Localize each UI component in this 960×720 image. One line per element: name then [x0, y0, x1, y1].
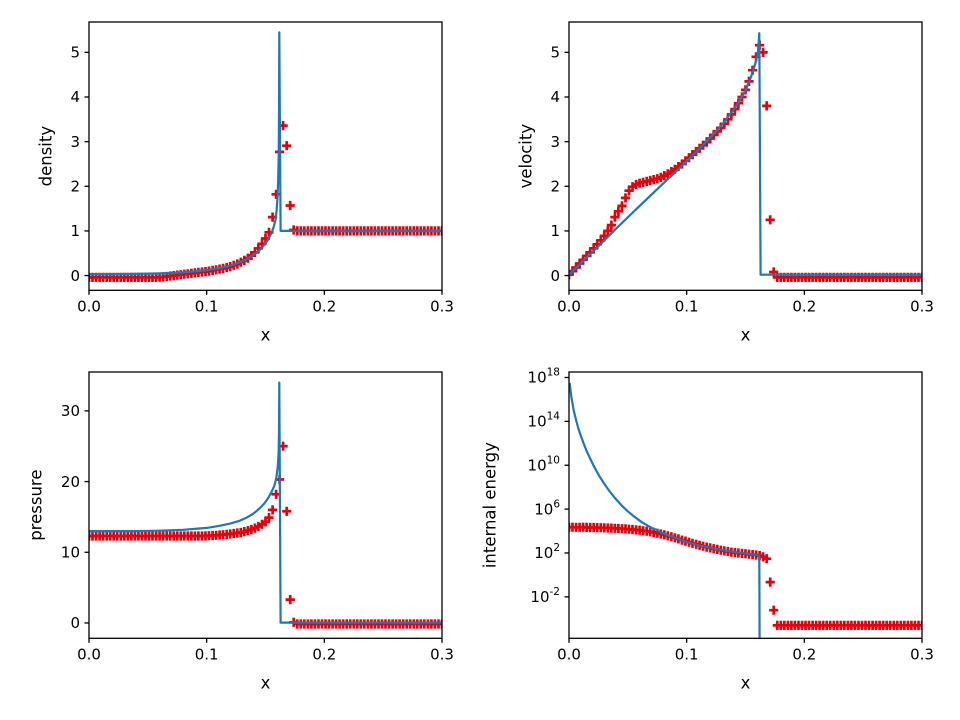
internal-energy-ytick-label: 102: [534, 542, 560, 562]
pressure-xlabel: x: [261, 673, 271, 692]
internal-energy-spines: [568, 371, 923, 639]
internal-energy-xtick-label: 0.2: [792, 645, 816, 663]
pressure-ylabel: pressure: [27, 470, 46, 541]
density-ytick-label: 0: [70, 267, 80, 285]
density-ytick-label: 3: [70, 133, 80, 151]
subplot-density: 0.0 0.1 0.2 0.3 0 1 2 3 4 5 x density: [37, 21, 454, 344]
pressure-ytick-label: 30: [61, 402, 80, 420]
density-ytick-label: 2: [70, 177, 80, 195]
pressure-ytick-label: 10: [61, 543, 80, 561]
subplot-velocity: 0.0 0.1 0.2 0.3 0 1 2 3 4 5 x velocity: [517, 21, 934, 344]
velocity-ytick-label: 4: [550, 88, 560, 106]
velocity-ytick-label: 2: [550, 177, 560, 195]
pressure-spines: [88, 371, 443, 639]
pressure-xtick-label: 0.2: [312, 645, 336, 663]
internal-energy-analytic-line: [568, 382, 761, 638]
velocity-xtick-label: 0.1: [675, 297, 699, 315]
velocity-ytick-label: 0: [550, 267, 560, 285]
velocity-xtick-label: 0.2: [792, 297, 816, 315]
internal-energy-xtick-label: 0.0: [557, 645, 581, 663]
pressure-xtick-label: 0.1: [195, 645, 219, 663]
density-xtick-label: 0.0: [77, 297, 101, 315]
density-ytick-label: 1: [70, 222, 80, 240]
internal-energy-xlabel: x: [741, 673, 751, 692]
velocity-ylabel: velocity: [517, 124, 536, 189]
pressure-numerical-markers: [88, 441, 443, 629]
internal-energy-numerical-markers: [568, 522, 923, 630]
subplot-internal-energy: 0.0 0.1 0.2 0.3 10-2 102 106 1010 1014 1018 x inter…: [481, 367, 934, 693]
density-xtick-label: 0.3: [430, 297, 454, 315]
internal-energy-xtick-label: 0.1: [675, 645, 699, 663]
internal-energy-ytick-label: 106: [534, 498, 560, 518]
internal-energy-xtick-label: 0.3: [910, 645, 934, 663]
velocity-xtick-label: 0.0: [557, 297, 581, 315]
pressure-ytick-label: 0: [70, 614, 80, 632]
density-ylabel: density: [37, 126, 56, 187]
density-spines: [88, 21, 443, 291]
velocity-analytic-line: [568, 32, 922, 276]
density-xlabel: x: [261, 325, 271, 344]
internal-energy-ytick-label: 1010: [528, 454, 560, 474]
density-analytic-line: [88, 31, 442, 276]
density-ytick-label: 4: [70, 88, 80, 106]
velocity-numerical-markers: [568, 40, 923, 282]
velocity-ytick-label: 5: [550, 44, 560, 62]
velocity-xlabel: x: [741, 325, 751, 344]
density-xtick-label: 0.2: [312, 297, 336, 315]
velocity-xtick-label: 0.3: [910, 297, 934, 315]
internal-energy-ylabel: internal energy: [481, 442, 500, 568]
subplot-pressure: 0.0 0.1 0.2 0.3 0 10 20 30 x pressure: [27, 371, 454, 692]
velocity-ytick-label: 3: [550, 133, 560, 151]
internal-energy-ytick-label: 1018: [528, 367, 560, 387]
density-numerical-markers: [88, 121, 443, 282]
pressure-xtick-label: 0.3: [430, 645, 454, 663]
density-xtick-label: 0.1: [195, 297, 219, 315]
pressure-xtick-label: 0.0: [77, 645, 101, 663]
velocity-spines: [568, 21, 923, 291]
internal-energy-ytick-label: 1014: [528, 411, 561, 431]
pressure-analytic-line: [89, 381, 442, 624]
density-ytick-label: 5: [70, 44, 80, 62]
velocity-ytick-label: 1: [550, 222, 560, 240]
internal-energy-ytick-label: 10-2: [530, 586, 560, 606]
pressure-ytick-label: 20: [61, 473, 80, 491]
